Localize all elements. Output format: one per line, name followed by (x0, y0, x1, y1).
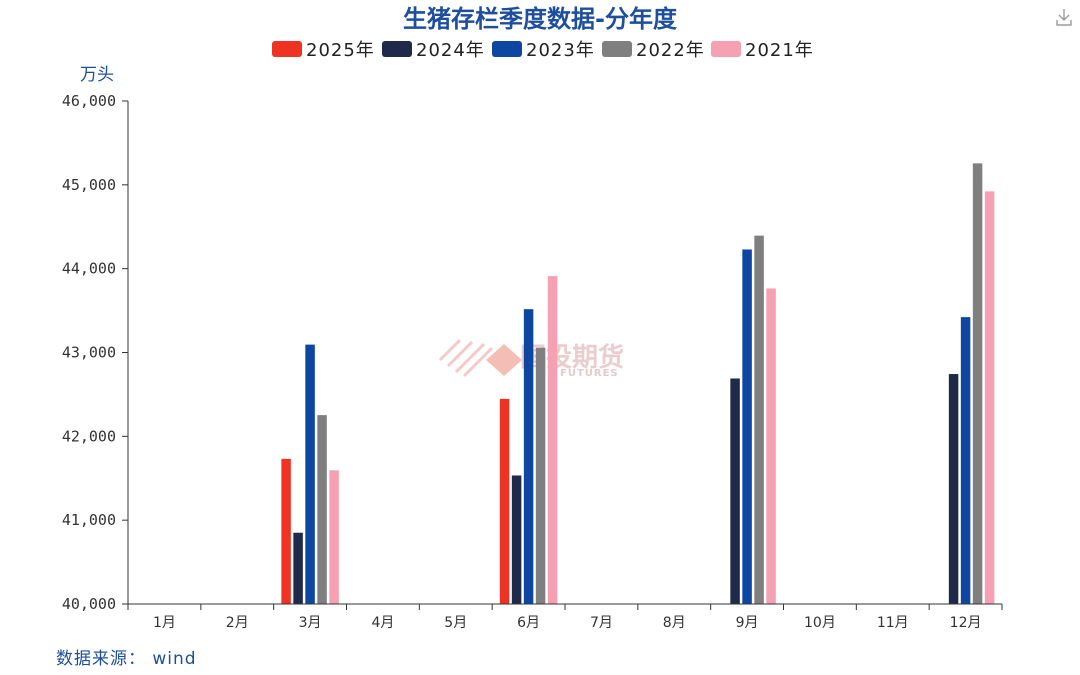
bar-2023年-3月[interactable] (305, 344, 315, 604)
x-tick-label: 8月 (663, 615, 686, 631)
y-axis-unit-label: 万头 (80, 65, 114, 85)
x-tick-label: 5月 (444, 615, 467, 631)
legend-swatch (382, 41, 412, 57)
bar-2022年-6月[interactable] (535, 347, 546, 604)
bar-2021年-3月[interactable] (329, 470, 339, 604)
watermark-subtext: FUTURES (560, 368, 619, 379)
bars-group (281, 163, 995, 605)
legend-item-1[interactable]: 2024年 (382, 40, 485, 61)
legend-item-3[interactable]: 2022年 (602, 40, 705, 61)
bar-2024年-3月[interactable] (293, 532, 303, 604)
bar-2021年-9月[interactable] (766, 288, 776, 604)
legend-swatch (602, 41, 632, 57)
source-label: 数据来源： wind (56, 649, 197, 669)
y-tick-label: 43,000 (62, 344, 116, 362)
y-tick-label: 42,000 (62, 427, 116, 445)
bar-2024年-12月[interactable] (948, 374, 959, 604)
chart-title: 生猪存栏季度数据-分年度 (403, 5, 678, 33)
x-tick-label: 4月 (371, 615, 394, 631)
legend-swatch (492, 41, 522, 57)
legend-item-0[interactable]: 2025年 (272, 40, 375, 61)
legend-swatch (272, 41, 302, 57)
bar-2023年-12月[interactable] (960, 317, 971, 604)
download-icon[interactable] (1056, 9, 1072, 26)
bar-2022年-12月[interactable] (972, 163, 983, 604)
x-tick-label: 7月 (590, 615, 613, 631)
bar-2025年-3月[interactable] (281, 458, 291, 604)
bar-2022年-9月[interactable] (754, 235, 764, 604)
x-tick-label: 2月 (226, 615, 249, 631)
legend-label: 2022年 (636, 40, 705, 61)
x-tick-label: 11月 (877, 615, 909, 631)
legend-item-2[interactable]: 2023年 (492, 40, 595, 61)
x-tick-label: 3月 (299, 615, 322, 631)
legend-item-4[interactable]: 2021年 (711, 40, 814, 61)
bar-2021年-6月[interactable] (547, 276, 558, 604)
x-tick-label: 6月 (517, 615, 540, 631)
y-tick-label: 40,000 (62, 595, 116, 613)
bar-2022年-3月[interactable] (317, 415, 327, 604)
x-tick-label: 9月 (736, 615, 759, 631)
bar-2025年-6月[interactable] (499, 398, 510, 604)
y-tick-label: 41,000 (62, 511, 116, 529)
bar-2024年-9月[interactable] (730, 378, 740, 604)
bar-2023年-6月[interactable] (523, 309, 534, 604)
legend-label: 2025年 (306, 40, 375, 61)
y-tick-label: 46,000 (62, 92, 116, 110)
legend-label: 2023年 (526, 40, 595, 61)
bar-2021年-12月[interactable] (984, 191, 995, 605)
axes-group: 40,000 41,000 42,000 43,000 44,000 45,000 46,0… (62, 92, 1003, 631)
x-tick-label: 1月 (153, 615, 176, 631)
y-tick-label: 44,000 (62, 260, 116, 278)
bar-2023年-9月[interactable] (742, 249, 752, 605)
legend: 2025年 2024年 2023年 2022年 2021年 (272, 40, 814, 61)
y-tick-label: 45,000 (62, 176, 116, 194)
x-tick-label: 10月 (804, 615, 836, 631)
legend-label: 2021年 (745, 40, 814, 61)
legend-label: 2024年 (416, 40, 485, 61)
x-tick-label: 12月 (950, 615, 982, 631)
legend-swatch (711, 41, 741, 57)
bar-2024年-6月[interactable] (511, 475, 522, 604)
